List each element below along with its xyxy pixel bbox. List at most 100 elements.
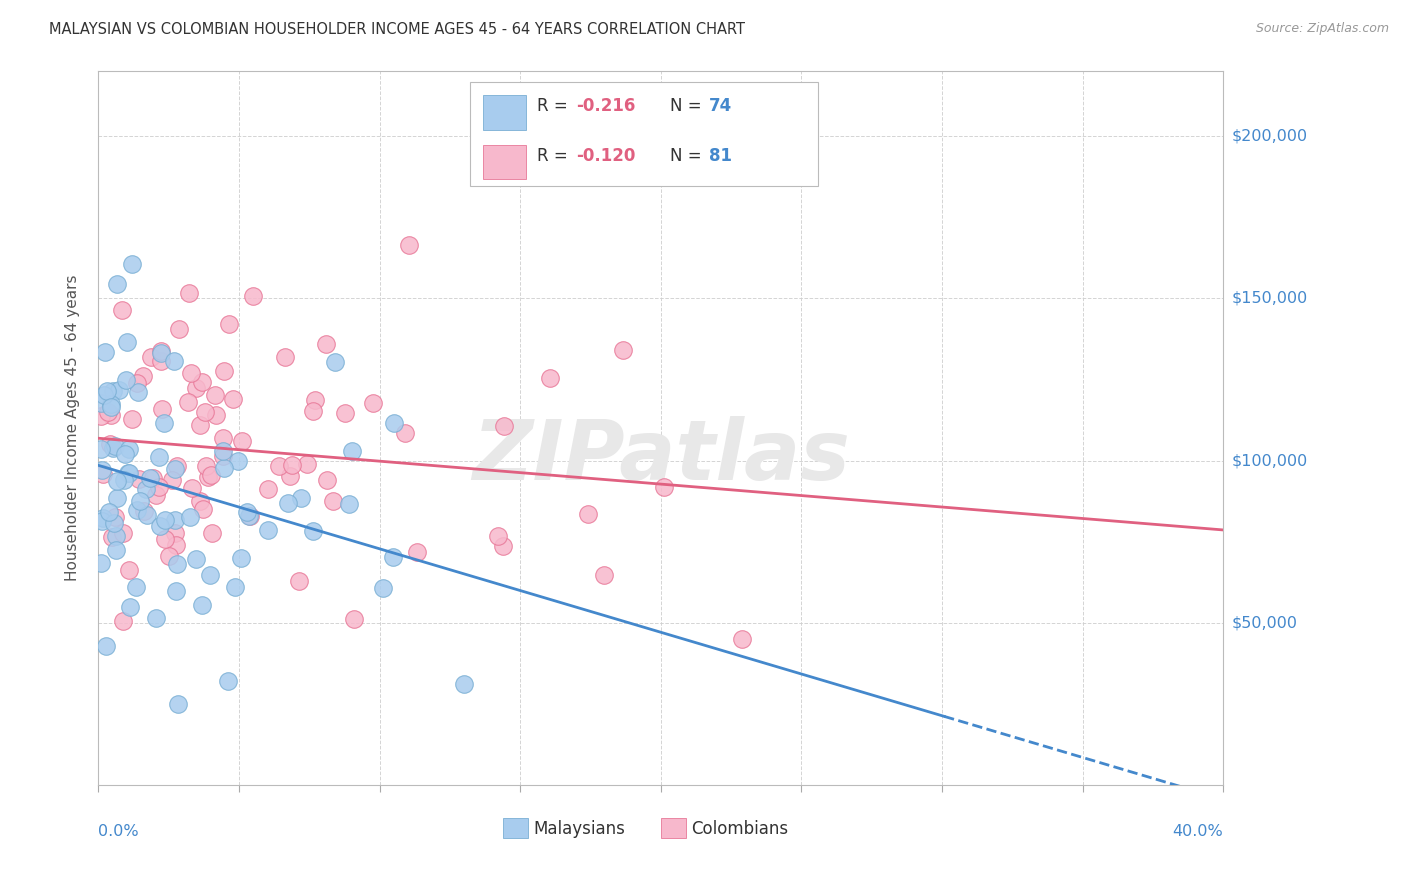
Point — [93, 511, 115, 525]
Point — [316, 473, 339, 487]
Point — [304, 392, 326, 407]
Point — [239, 509, 262, 524]
Point — [301, 404, 323, 418]
Point — [104, 528, 127, 542]
Point — [453, 677, 475, 691]
Text: R =: R = — [537, 146, 574, 164]
Point — [104, 542, 127, 557]
Point — [288, 574, 311, 588]
Point — [486, 529, 509, 543]
Point — [229, 550, 252, 565]
Point — [153, 513, 176, 527]
Text: 74: 74 — [709, 97, 733, 115]
Point — [184, 381, 207, 395]
Point — [257, 524, 280, 538]
Point — [160, 473, 183, 487]
Point — [90, 396, 112, 410]
Text: Colombians: Colombians — [692, 821, 789, 838]
Point — [342, 443, 364, 458]
Point — [101, 442, 124, 456]
Point — [145, 488, 167, 502]
Point — [100, 409, 122, 423]
Point — [94, 344, 117, 359]
Text: $50,000: $50,000 — [1232, 615, 1298, 631]
Point — [118, 466, 141, 480]
Point — [135, 482, 157, 496]
Point — [166, 459, 188, 474]
Point — [128, 472, 150, 486]
Point — [195, 459, 218, 474]
Point — [382, 550, 405, 565]
Text: ZIPatlas: ZIPatlas — [472, 417, 849, 497]
Point — [593, 567, 616, 582]
Point — [322, 494, 344, 508]
Point — [107, 383, 129, 397]
Point — [118, 563, 141, 577]
Point — [731, 632, 754, 646]
Point — [257, 482, 280, 496]
Point — [149, 519, 172, 533]
Point — [277, 496, 299, 510]
Point — [129, 494, 152, 508]
Point — [335, 406, 357, 420]
Point — [394, 425, 416, 440]
Text: 81: 81 — [709, 146, 733, 164]
Point — [111, 614, 134, 628]
Text: MALAYSIAN VS COLOMBIAN HOUSEHOLDER INCOME AGES 45 - 64 YEARS CORRELATION CHART: MALAYSIAN VS COLOMBIAN HOUSEHOLDER INCOM… — [49, 22, 745, 37]
Text: 0.0%: 0.0% — [98, 824, 139, 839]
Point — [224, 580, 246, 594]
Point — [159, 549, 181, 563]
Point — [105, 474, 128, 488]
FancyBboxPatch shape — [484, 145, 526, 179]
Point — [100, 401, 122, 415]
Text: N =: N = — [669, 97, 707, 115]
Point — [118, 442, 141, 457]
Point — [131, 368, 153, 383]
Point — [201, 525, 224, 540]
Point — [91, 514, 114, 528]
Point — [112, 526, 135, 541]
Point — [242, 289, 264, 303]
Point — [117, 335, 139, 350]
Point — [180, 367, 202, 381]
Point — [165, 526, 187, 541]
Point — [114, 447, 136, 461]
Point — [198, 567, 221, 582]
Point — [153, 532, 176, 546]
Point — [127, 376, 149, 390]
Text: $200,000: $200,000 — [1232, 128, 1308, 144]
Point — [191, 598, 214, 612]
Point — [212, 364, 235, 378]
Point — [361, 396, 384, 410]
Point — [290, 491, 312, 506]
Text: 40.0%: 40.0% — [1173, 824, 1223, 839]
Point — [191, 376, 214, 390]
Point — [124, 580, 146, 594]
Text: $100,000: $100,000 — [1232, 453, 1308, 468]
FancyBboxPatch shape — [503, 819, 529, 838]
Point — [150, 345, 173, 359]
Point — [111, 302, 134, 317]
Text: R =: R = — [537, 97, 574, 115]
Point — [236, 505, 259, 519]
Point — [103, 516, 125, 530]
Point — [238, 508, 260, 523]
Point — [145, 610, 167, 624]
Point — [221, 392, 243, 407]
Point — [167, 697, 190, 711]
Point — [492, 539, 515, 553]
Point — [136, 508, 159, 522]
Point — [371, 581, 394, 595]
Point — [117, 467, 139, 481]
Point — [150, 401, 173, 416]
Point — [212, 449, 235, 463]
Point — [184, 552, 207, 566]
Point — [100, 397, 122, 411]
Text: Source: ZipAtlas.com: Source: ZipAtlas.com — [1256, 22, 1389, 36]
Point — [612, 343, 634, 358]
FancyBboxPatch shape — [470, 82, 818, 186]
Point — [141, 350, 163, 364]
Point — [165, 583, 187, 598]
Point — [382, 416, 405, 430]
Point — [139, 471, 162, 485]
